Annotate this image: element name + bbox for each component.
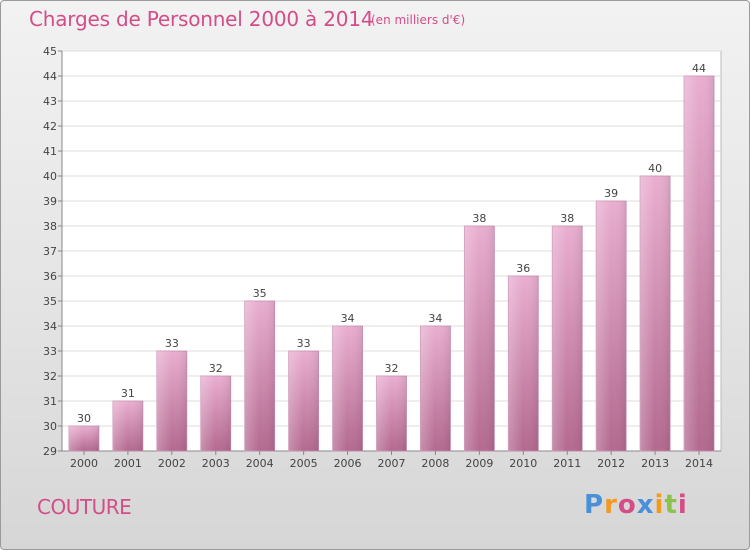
bar-shade: [68, 426, 99, 451]
bar-value-label: 39: [604, 187, 618, 200]
chart-title: Charges de Personnel 2000 à 2014: [29, 7, 374, 31]
y-tick-label: 44: [43, 70, 57, 83]
bar-shade: [244, 301, 275, 451]
x-tick-label: 2011: [553, 457, 581, 470]
x-tick-label: 2005: [290, 457, 318, 470]
x-tick-label: 2006: [334, 457, 362, 470]
bar-value-label: 33: [297, 337, 311, 350]
x-tick-label: 2004: [246, 457, 274, 470]
y-tick-label: 40: [43, 170, 57, 183]
x-tick-label: 2010: [509, 457, 537, 470]
chart-subtitle: (en milliers d'€): [371, 13, 466, 27]
y-tick-label: 32: [43, 370, 57, 383]
y-tick-label: 45: [43, 45, 57, 58]
bar-shade: [596, 201, 627, 451]
bar-shade: [464, 226, 495, 451]
bar-value-label: 35: [253, 287, 267, 300]
logo-letter: x: [636, 490, 655, 520]
x-tick-label: 2009: [465, 457, 493, 470]
bar-value-label: 40: [648, 162, 662, 175]
x-tick-label: 2002: [158, 457, 186, 470]
x-tick-label: 2014: [685, 457, 713, 470]
bar-value-label: 38: [472, 212, 486, 225]
bar-value-label: 34: [428, 312, 442, 325]
y-tick-label: 35: [43, 295, 57, 308]
bar-shade: [112, 401, 143, 451]
y-tick-label: 29: [43, 445, 57, 458]
x-tick-label: 2012: [597, 457, 625, 470]
bar-shade: [376, 376, 407, 451]
bar-shade: [552, 226, 583, 451]
y-tick-label: 42: [43, 120, 57, 133]
y-tick-label: 37: [43, 245, 57, 258]
bar-shade: [508, 276, 539, 451]
x-tick-label: 2008: [421, 457, 449, 470]
bar-value-label: 33: [165, 337, 179, 350]
y-tick-label: 38: [43, 220, 57, 233]
y-tick-label: 43: [43, 95, 57, 108]
bar-shade: [684, 76, 715, 451]
bar-value-label: 36: [516, 262, 530, 275]
y-tick-label: 33: [43, 345, 57, 358]
y-tick-label: 41: [43, 145, 57, 158]
bar-value-label: 31: [121, 387, 135, 400]
x-tick-label: 2001: [114, 457, 142, 470]
x-tick-label: 2013: [641, 457, 669, 470]
y-tick-label: 31: [43, 395, 57, 408]
y-tick-label: 39: [43, 195, 57, 208]
y-tick-label: 30: [43, 420, 57, 433]
logo-letter: i: [677, 490, 688, 520]
bar-value-label: 34: [341, 312, 355, 325]
y-tick-label: 36: [43, 270, 57, 283]
logo-letter: r: [604, 490, 618, 520]
bar-value-label: 30: [77, 412, 91, 425]
place-name: COUTURE: [37, 495, 132, 519]
bar-shade: [156, 351, 187, 451]
bar-value-label: 44: [692, 62, 706, 75]
proxiti-logo: Proxiti: [584, 490, 688, 520]
logo-letter: t: [664, 490, 678, 520]
bar-shade: [332, 326, 363, 451]
logo-letter: o: [617, 490, 637, 520]
bar-shade: [420, 326, 451, 451]
logo-letter: i: [654, 490, 665, 520]
bar-shade: [640, 176, 671, 451]
bar-value-label: 38: [560, 212, 574, 225]
logo-letter: P: [584, 490, 605, 520]
bar-shade: [200, 376, 231, 451]
x-tick-label: 2003: [202, 457, 230, 470]
x-tick-label: 2000: [70, 457, 98, 470]
y-tick-label: 34: [43, 320, 57, 333]
bar-value-label: 32: [209, 362, 223, 375]
bar-value-label: 32: [385, 362, 399, 375]
x-tick-label: 2007: [378, 457, 406, 470]
bar-shade: [288, 351, 319, 451]
